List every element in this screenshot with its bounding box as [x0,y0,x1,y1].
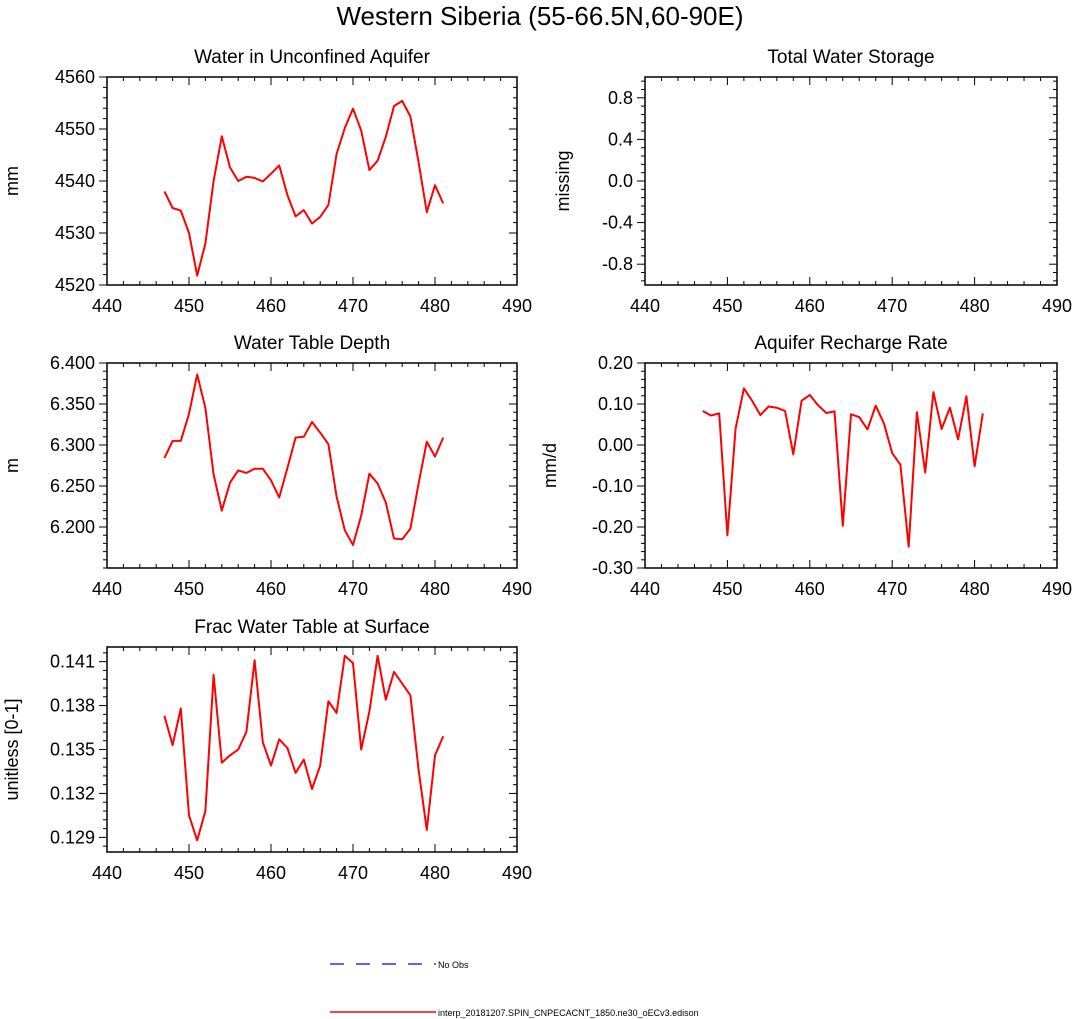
panel-title: Water in Unconfined Aquifer [194,47,431,68]
legend-label-no-obs: No Obs [438,960,469,970]
x-tick-label: 450 [712,579,742,599]
x-tick-label: 490 [502,863,532,883]
x-tick-label: 480 [420,863,450,883]
y-tick-label: -0.30 [592,558,633,578]
x-tick-label: 440 [92,863,122,883]
x-tick-label: 470 [877,296,907,316]
figure-title: Western Siberia (55-66.5N,60-90E) [336,1,743,31]
y-tick-label: 0.132 [50,783,95,803]
x-tick-label: 480 [960,579,990,599]
y-tick-label: 0.20 [598,353,633,373]
x-tick-label: 450 [712,296,742,316]
series-line [702,387,984,548]
y-tick-label: 6.300 [50,435,95,455]
series-line [163,654,445,842]
y-axis-label: mm/d [540,443,560,488]
x-tick-label: 440 [630,579,660,599]
panel-water-in-unconfined-aquifer: Water in Unconfined Aquifer mm 440 450 460 47… [2,47,532,316]
y-tick-label: 0.8 [608,88,633,108]
y-axis-label: unitless [0-1] [2,698,22,800]
x-tick-label: 460 [795,296,825,316]
y-tick-label: 4540 [55,171,95,191]
x-tick-label: 460 [256,863,286,883]
y-tick-label: 6.200 [50,517,95,537]
x-tick-label: 470 [338,579,368,599]
y-tick-label: 0.00 [598,435,633,455]
x-tick-label: 480 [420,579,450,599]
y-tick-label: -0.8 [602,254,633,274]
plot-frame [106,76,518,286]
y-tick-label: 6.350 [50,394,95,414]
y-tick-label: 0.141 [50,652,95,672]
x-tick-label: 440 [92,296,122,316]
plot-frame [644,362,1058,569]
y-tick-label: 0.4 [608,129,633,149]
plot-frame [644,76,1058,286]
y-tick-label: 0.0 [608,171,633,191]
y-axis-label: m [2,458,22,473]
panel-title: Aquifer Recharge Rate [754,333,947,354]
x-tick-label: 440 [92,579,122,599]
x-tick-label: 490 [1042,296,1072,316]
y-tick-label: 0.135 [50,740,95,760]
x-tick-label: 450 [174,863,204,883]
legend: No Obs interp_20181207.SPIN_CNPECACNT_18… [330,960,699,1018]
x-tick-label: 450 [174,579,204,599]
series-line [163,99,445,277]
y-tick-label: 0.129 [50,827,95,847]
y-tick-label: 4530 [55,223,95,243]
series-line [163,373,445,546]
panel-water-table-depth: Water Table Depth m 440 450 460 470 480 490 6.20… [2,333,532,599]
x-tick-label: 440 [630,296,660,316]
y-tick-label: 4550 [55,119,95,139]
panel-frac-water-table-at-surface: Frac Water Table at Surface unitless [0-1… [2,617,532,883]
y-tick-label: -0.4 [602,213,633,233]
x-tick-label: 460 [256,579,286,599]
y-tick-label: -0.20 [592,517,633,537]
y-tick-label: 0.138 [50,696,95,716]
panel-title: Total Water Storage [767,47,934,68]
legend-label-model: interp_20181207.SPIN_CNPECACNT_1850.ne30… [438,1008,699,1018]
panel-total-water-storage: Total Water Storage missing 440 450 460 470 48… [553,47,1072,316]
x-tick-label: 460 [795,579,825,599]
plot-frame [106,646,518,853]
y-tick-label: 0.10 [598,394,633,414]
x-tick-label: 490 [1042,579,1072,599]
panels: Water in Unconfined Aquifer mm 440 450 460 47… [2,47,1072,883]
x-tick-label: 470 [338,863,368,883]
panel-aquifer-recharge-rate: Aquifer Recharge Rate mm/d 440 450 460 470 480… [540,333,1072,599]
x-tick-label: 480 [960,296,990,316]
y-axis-label: missing [553,150,573,211]
y-tick-label: -0.10 [592,476,633,496]
y-tick-label: 4560 [55,67,95,87]
y-tick-label: 4520 [55,275,95,295]
x-tick-label: 450 [174,296,204,316]
x-tick-label: 460 [256,296,286,316]
plot-frame [106,362,518,569]
x-tick-label: 470 [338,296,368,316]
y-axis-label: mm [2,166,22,196]
x-tick-label: 490 [502,296,532,316]
panel-title: Water Table Depth [234,333,390,354]
y-tick-label: 6.250 [50,476,95,496]
x-tick-label: 470 [877,579,907,599]
x-tick-label: 480 [420,296,450,316]
x-tick-label: 490 [502,579,532,599]
y-tick-label: 6.400 [50,353,95,373]
panel-title: Frac Water Table at Surface [194,617,430,638]
